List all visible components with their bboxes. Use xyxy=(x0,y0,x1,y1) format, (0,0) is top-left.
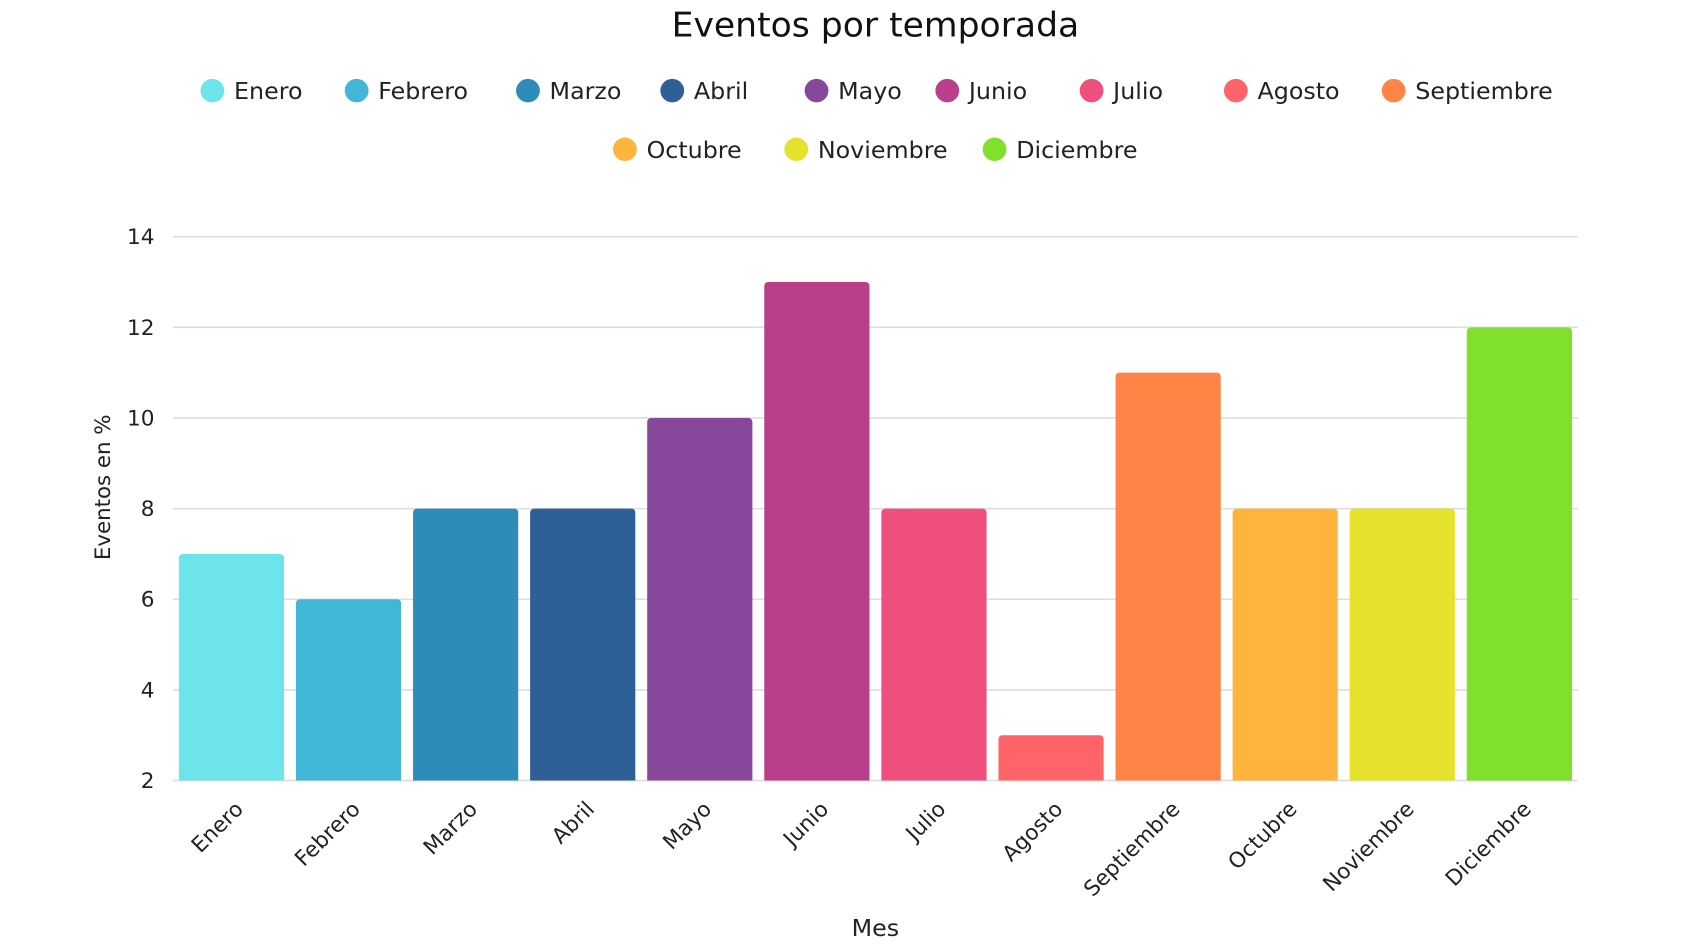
legend-swatch xyxy=(982,137,1007,162)
legend-label: Octubre xyxy=(647,136,742,164)
legend-item-diciembre[interactable]: Diciembre xyxy=(982,136,1138,164)
x-tick-label: Octubre xyxy=(1223,797,1302,875)
y-tick-label: 6 xyxy=(141,588,155,613)
gridlines xyxy=(172,235,1578,782)
legend-item-septiembre[interactable]: Septiembre xyxy=(1381,77,1553,105)
bar-febrero[interactable] xyxy=(295,599,402,781)
y-axis: 2 4 6 8 10 12 14 xyxy=(127,225,155,794)
bars xyxy=(178,282,1572,781)
legend-swatch xyxy=(804,78,829,103)
bar-octubre[interactable] xyxy=(1232,508,1338,781)
x-tick-label: Diciembre xyxy=(1441,797,1537,892)
legend-item-febrero[interactable]: Febrero xyxy=(344,77,468,105)
bar-diciembre[interactable] xyxy=(1466,327,1572,781)
bar-agosto[interactable] xyxy=(998,735,1104,781)
y-axis-label: Eventos en % xyxy=(91,414,116,560)
bar-mayo[interactable] xyxy=(647,417,753,781)
y-tick-label: 8 xyxy=(141,497,155,522)
legend-label: Febrero xyxy=(378,77,468,105)
legend-swatch xyxy=(344,78,369,103)
legend-label: Agosto xyxy=(1257,77,1339,105)
y-tick-label: 10 xyxy=(127,407,155,432)
legend-label: Enero xyxy=(234,77,303,105)
bar-julio[interactable] xyxy=(881,508,987,781)
x-axis-label: Mes xyxy=(852,914,900,942)
legend: Enero Febrero Marzo Abril Mayo Junio Julio Agos… xyxy=(200,77,1553,164)
legend-item-agosto[interactable]: Agosto xyxy=(1223,77,1340,105)
y-tick-label: 2 xyxy=(141,769,155,794)
legend-label: Noviembre xyxy=(818,136,948,164)
bar-enero[interactable] xyxy=(178,553,285,781)
bar-abril[interactable] xyxy=(530,508,636,781)
x-axis: Enero Febrero Marzo Abril Mayo Junio Julio Agos… xyxy=(187,797,1537,902)
legend-item-julio[interactable]: Julio xyxy=(1079,77,1163,105)
legend-swatch xyxy=(613,137,637,162)
bar-junio[interactable] xyxy=(764,282,870,781)
legend-swatch xyxy=(935,78,960,103)
x-tick-label: Enero xyxy=(187,797,249,858)
legend-label: Abril xyxy=(694,77,748,105)
x-tick-label: Noviembre xyxy=(1318,797,1419,897)
legend-item-octubre[interactable]: Octubre xyxy=(613,136,742,164)
chart-title: Eventos por temporada xyxy=(672,5,1080,45)
bar-noviembre[interactable] xyxy=(1349,508,1455,781)
legend-swatch xyxy=(516,78,540,103)
bar-marzo[interactable] xyxy=(413,508,519,781)
x-tick-label: Abril xyxy=(547,797,600,849)
legend-label: Julio xyxy=(1111,77,1163,105)
y-tick-label: 4 xyxy=(141,678,155,703)
x-tick-label: Agosto xyxy=(998,797,1069,867)
legend-swatch xyxy=(1223,78,1248,103)
y-tick-label: 14 xyxy=(127,225,155,250)
legend-swatch xyxy=(784,137,809,162)
legend-swatch xyxy=(660,78,685,103)
legend-label: Marzo xyxy=(550,77,622,105)
legend-item-mayo[interactable]: Mayo xyxy=(804,77,902,105)
legend-item-marzo[interactable]: Marzo xyxy=(516,77,621,105)
legend-item-abril[interactable]: Abril xyxy=(660,77,748,105)
x-tick-label: Junio xyxy=(777,797,834,853)
bar-septiembre[interactable] xyxy=(1115,372,1221,781)
legend-label: Mayo xyxy=(838,77,902,105)
legend-label: Septiembre xyxy=(1415,77,1552,105)
x-tick-label: Septiembre xyxy=(1079,797,1185,902)
legend-swatch xyxy=(200,78,225,103)
legend-swatch xyxy=(1079,78,1104,103)
y-tick-label: 12 xyxy=(127,316,155,341)
x-tick-label: Mayo xyxy=(658,797,717,855)
x-tick-label: Julio xyxy=(900,797,951,848)
x-tick-label: Marzo xyxy=(419,797,483,860)
legend-item-noviembre[interactable]: Noviembre xyxy=(784,136,948,164)
legend-item-junio[interactable]: Junio xyxy=(935,77,1027,105)
x-tick-label: Febrero xyxy=(290,797,366,872)
legend-item-enero[interactable]: Enero xyxy=(200,77,302,105)
legend-label: Junio xyxy=(967,77,1027,105)
legend-label: Diciembre xyxy=(1016,136,1137,164)
legend-swatch xyxy=(1381,78,1406,103)
